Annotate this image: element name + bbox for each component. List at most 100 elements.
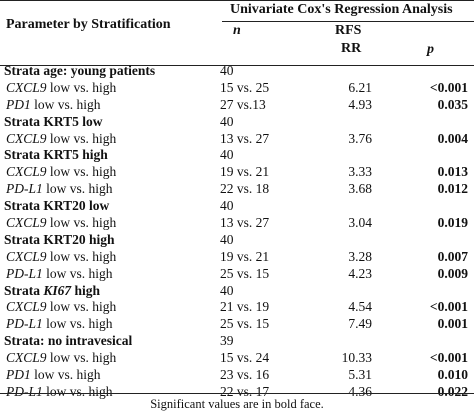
row-n: 22 vs. 17 bbox=[220, 383, 270, 399]
table-row: CXCL9 low vs. high 21 vs. 19 4.54 <0.001 bbox=[0, 299, 474, 316]
row-n: 40 bbox=[220, 198, 234, 214]
table-row: Strata KRT20 high 40 bbox=[0, 232, 474, 249]
row-parameter: CXCL9 low vs. high bbox=[6, 249, 116, 266]
row-parameter: PD-L1 low vs. high bbox=[6, 316, 113, 333]
table-row: Strata: no intravesical 39 bbox=[0, 333, 474, 350]
table-row: Strata age: young patients 40 bbox=[0, 63, 474, 80]
comparison-text: low vs. high bbox=[46, 248, 117, 264]
row-p-value: 0.007 bbox=[437, 248, 468, 264]
comparison-text: low vs. high bbox=[46, 350, 117, 366]
table-row: CXCL9 low vs. high 19 vs. 21 3.33 0.013 bbox=[0, 164, 474, 181]
row-n: 25 vs. 15 bbox=[220, 265, 270, 281]
parameter-text: Strata KRT20 high bbox=[4, 231, 115, 247]
table-row: PD-L1 low vs. high 22 vs. 17 4.36 0.022 bbox=[0, 384, 474, 401]
gene-name: CXCL9 bbox=[6, 248, 47, 264]
gene-name: PD1 bbox=[6, 367, 31, 383]
row-rr: 3.33 bbox=[348, 164, 372, 180]
gene-name: KI67 bbox=[43, 282, 72, 298]
top-rule bbox=[0, 0, 474, 1]
comparison-text: low vs. high bbox=[46, 299, 117, 315]
row-parameter: Strata KRT20 high bbox=[4, 232, 115, 249]
gene-name: CXCL9 bbox=[6, 79, 47, 95]
row-p-value: <0.001 bbox=[429, 350, 468, 366]
gene-name: CXCL9 bbox=[6, 215, 47, 231]
comparison-text: low vs. high bbox=[46, 79, 117, 95]
row-n: 40 bbox=[220, 282, 234, 298]
gene-name: PD1 bbox=[6, 96, 31, 112]
row-n: 25 vs. 15 bbox=[220, 316, 270, 332]
row-parameter: PD1 low vs. high bbox=[6, 97, 101, 114]
table-row: CXCL9 low vs. high 19 vs. 21 3.28 0.007 bbox=[0, 249, 474, 266]
row-rr: 7.49 bbox=[348, 316, 372, 332]
row-n: 15 vs. 25 bbox=[220, 79, 270, 95]
param-column-header: Parameter by Stratification bbox=[6, 17, 171, 32]
rr-column-header: RR bbox=[341, 41, 362, 56]
comparison-text: low vs. high bbox=[46, 164, 117, 180]
table-row: PD-L1 low vs. high 25 vs. 15 4.23 0.009 bbox=[0, 266, 474, 283]
row-parameter: PD-L1 low vs. high bbox=[6, 384, 113, 401]
row-p-value: 0.004 bbox=[437, 130, 468, 146]
comparison-text: high bbox=[71, 282, 101, 298]
row-n: 40 bbox=[220, 63, 234, 78]
table-row: PD-L1 low vs. high 25 vs. 15 7.49 0.001 bbox=[0, 316, 474, 333]
row-parameter: CXCL9 low vs. high bbox=[6, 164, 116, 181]
gene-name: PD-L1 bbox=[6, 383, 43, 399]
row-p-value: 0.022 bbox=[437, 383, 468, 399]
row-parameter: Strata: no intravesical bbox=[4, 333, 132, 350]
gene-name: CXCL9 bbox=[6, 164, 47, 180]
row-p-value: 0.010 bbox=[437, 367, 468, 383]
table-body: Strata age: young patients 40 CXCL9 low vs… bbox=[0, 63, 474, 401]
row-p-value: <0.001 bbox=[429, 79, 468, 95]
rfs-header: RFS bbox=[335, 23, 362, 38]
n-column-header: n bbox=[233, 23, 241, 38]
row-n: 13 vs. 27 bbox=[220, 130, 270, 146]
analysis-rule bbox=[222, 21, 474, 22]
comparison-text: low vs. high bbox=[42, 181, 113, 197]
table-row: CXCL9 low vs. high 15 vs. 24 10.33 <0.001 bbox=[0, 350, 474, 367]
p-column-header: p bbox=[427, 42, 434, 57]
parameter-text: Strata age: young patients bbox=[4, 63, 156, 78]
row-rr: 4.54 bbox=[348, 299, 372, 315]
comparison-text: low vs. high bbox=[46, 130, 117, 146]
comparison-text: low vs. high bbox=[46, 215, 117, 231]
row-parameter: CXCL9 low vs. high bbox=[6, 299, 116, 316]
row-p-value: <0.001 bbox=[429, 299, 468, 315]
row-p-value: 0.012 bbox=[437, 181, 468, 197]
row-parameter: PD1 low vs. high bbox=[6, 367, 101, 384]
footnote: Significant values are in bold face. bbox=[150, 397, 324, 411]
row-rr: 3.76 bbox=[348, 130, 372, 146]
parameter-text: Strata bbox=[4, 282, 44, 298]
row-n: 21 vs. 19 bbox=[220, 299, 270, 315]
row-n: 23 vs. 16 bbox=[220, 367, 270, 383]
row-parameter: CXCL9 low vs. high bbox=[6, 131, 116, 148]
parameter-text: Strata: no intravesical bbox=[4, 333, 133, 349]
table-row: PD1 low vs. high 23 vs. 16 5.31 0.010 bbox=[0, 367, 474, 384]
row-rr: 4.36 bbox=[348, 383, 372, 399]
row-n: 40 bbox=[220, 113, 234, 129]
table-row: Strata KRT20 low 40 bbox=[0, 198, 474, 215]
row-rr: 3.28 bbox=[348, 248, 372, 264]
row-parameter: PD-L1 low vs. high bbox=[6, 266, 113, 283]
bottom-rule bbox=[0, 393, 474, 394]
table-row: CXCL9 low vs. high 13 vs. 27 3.04 0.019 bbox=[0, 215, 474, 232]
row-rr: 10.33 bbox=[341, 350, 372, 366]
analysis-header: Univariate Cox's Regression Analysis bbox=[230, 2, 453, 17]
table-row: Strata KRT5 low 40 bbox=[0, 114, 474, 131]
comparison-text: low vs. high bbox=[30, 96, 101, 112]
gene-name: PD-L1 bbox=[6, 316, 43, 332]
row-n: 39 bbox=[220, 333, 234, 349]
row-parameter: CXCL9 low vs. high bbox=[6, 80, 116, 97]
parameter-text: Strata KRT5 low bbox=[4, 113, 103, 129]
comparison-text: low vs. high bbox=[42, 383, 113, 399]
row-n: 27 vs.13 bbox=[220, 96, 266, 112]
header-rule bbox=[0, 65, 474, 66]
row-parameter: Strata KRT5 low bbox=[4, 114, 103, 131]
comparison-text: low vs. high bbox=[30, 367, 101, 383]
table-row: PD1 low vs. high 27 vs.13 4.93 0.035 bbox=[0, 97, 474, 114]
row-n: 19 vs. 21 bbox=[220, 248, 270, 264]
row-p-value: 0.009 bbox=[437, 265, 468, 281]
row-p-value: 0.013 bbox=[437, 164, 468, 180]
row-parameter: Strata KRT5 high bbox=[4, 147, 108, 164]
row-rr: 3.04 bbox=[348, 215, 372, 231]
gene-name: CXCL9 bbox=[6, 350, 47, 366]
